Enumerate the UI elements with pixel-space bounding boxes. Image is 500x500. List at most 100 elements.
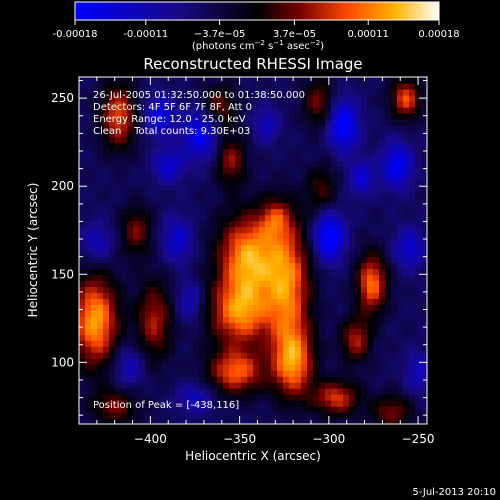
heatmap-cell: [97, 274, 104, 282]
heatmap-cell: [295, 274, 302, 282]
heatmap-cell: [319, 130, 326, 138]
heatmap-cell: [91, 154, 98, 162]
heatmap-cell: [193, 202, 200, 210]
heatmap-cell: [109, 166, 116, 174]
heatmap-cell: [85, 406, 92, 413]
heatmap-cell: [133, 148, 140, 156]
heatmap-cell: [325, 262, 332, 270]
heatmap-cell: [361, 310, 368, 317]
heatmap-cell: [397, 334, 404, 341]
heatmap-cell: [325, 190, 332, 198]
heatmap-cell: [343, 256, 350, 264]
heatmap-cell: [217, 208, 224, 216]
heatmap-cell: [289, 178, 296, 186]
heatmap-cell: [235, 160, 242, 168]
heatmap-cell: [421, 406, 427, 413]
heatmap-cell: [247, 370, 254, 377]
heatmap-cell: [205, 322, 212, 329]
heatmap-cell: [403, 376, 410, 383]
heatmap-cell: [271, 208, 278, 216]
heatmap-cell: [133, 202, 140, 210]
heatmap-cell: [349, 94, 356, 102]
heatmap-cell: [157, 100, 164, 108]
heatmap-cell: [229, 124, 236, 132]
heatmap-cell: [193, 328, 200, 335]
heatmap-cell: [301, 364, 308, 371]
heatmap-cell: [397, 370, 404, 377]
heatmap-cell: [181, 82, 188, 90]
colorbar-tick-label: 3.7e−05: [273, 29, 316, 40]
heatmap-cell: [217, 94, 224, 102]
heatmap-cell: [319, 226, 326, 234]
heatmap-cell: [361, 304, 368, 311]
heatmap-cell: [289, 262, 296, 270]
heatmap-cell: [295, 292, 302, 299]
heatmap-cell: [115, 232, 122, 240]
heatmap-cell: [91, 148, 98, 156]
heatmap-cell: [385, 328, 392, 335]
heatmap-cell: [163, 238, 170, 246]
heatmap-cell: [169, 136, 176, 144]
heatmap-cell: [373, 136, 380, 144]
heatmap-cell: [421, 310, 427, 317]
heatmap-cell: [145, 238, 152, 246]
heatmap-cell: [211, 88, 218, 96]
heatmap-cell: [283, 244, 290, 252]
heatmap-cell: [319, 382, 326, 389]
heatmap-cell: [373, 382, 380, 389]
heatmap-cell: [343, 178, 350, 186]
heatmap-cell: [229, 382, 236, 389]
heatmap-cell: [379, 382, 386, 389]
heatmap-cell: [409, 412, 416, 419]
heatmap-cell: [379, 364, 386, 371]
heatmap-cell: [391, 316, 398, 323]
heatmap-cell: [115, 214, 122, 222]
heatmap-cell: [373, 388, 380, 395]
heatmap-cell: [367, 376, 374, 383]
heatmap-cell: [109, 418, 116, 424]
heatmap-cell: [271, 418, 278, 424]
heatmap-cell: [421, 166, 427, 174]
heatmap-cell: [331, 328, 338, 335]
heatmap-cell: [109, 298, 116, 305]
heatmap-cell: [421, 88, 427, 96]
heatmap-cell: [379, 142, 386, 150]
heatmap-cell: [193, 82, 200, 90]
heatmap-cell: [379, 190, 386, 198]
heatmap-cell: [307, 160, 314, 168]
heatmap-cell: [259, 160, 266, 168]
heatmap-cell: [391, 334, 398, 341]
heatmap-cell: [199, 226, 206, 234]
heatmap-cell: [121, 370, 128, 377]
heatmap-cell: [223, 184, 230, 192]
heatmap-cell: [163, 340, 170, 347]
heatmap-cell: [181, 77, 188, 84]
heatmap-cell: [349, 166, 356, 174]
heatmap-cell: [259, 208, 266, 216]
heatmap-cell: [133, 364, 140, 371]
heatmap-cell: [349, 226, 356, 234]
heatmap-cell: [187, 202, 194, 210]
heatmap-cell: [97, 358, 104, 365]
heatmap-cell: [103, 77, 110, 84]
heatmap-cell: [199, 244, 206, 252]
heatmap-cell: [307, 178, 314, 186]
heatmap-cell: [283, 286, 290, 293]
heatmap-cell: [283, 340, 290, 347]
heatmap-cell: [115, 268, 122, 276]
heatmap-cell: [265, 382, 272, 389]
heatmap-cell: [379, 130, 386, 138]
heatmap-cell: [127, 88, 134, 96]
heatmap-cell: [223, 388, 230, 395]
heatmap-cell: [133, 274, 140, 282]
heatmap-cell: [103, 340, 110, 347]
heatmap-cell: [103, 304, 110, 311]
heatmap-cell: [373, 298, 380, 305]
heatmap-cell: [343, 322, 350, 329]
heatmap-cell: [271, 220, 278, 228]
heatmap-cell: [151, 286, 158, 293]
heatmap-cell: [97, 364, 104, 371]
heatmap-cell: [223, 340, 230, 347]
heatmap-cell: [121, 220, 128, 228]
heatmap-cell: [325, 346, 332, 353]
